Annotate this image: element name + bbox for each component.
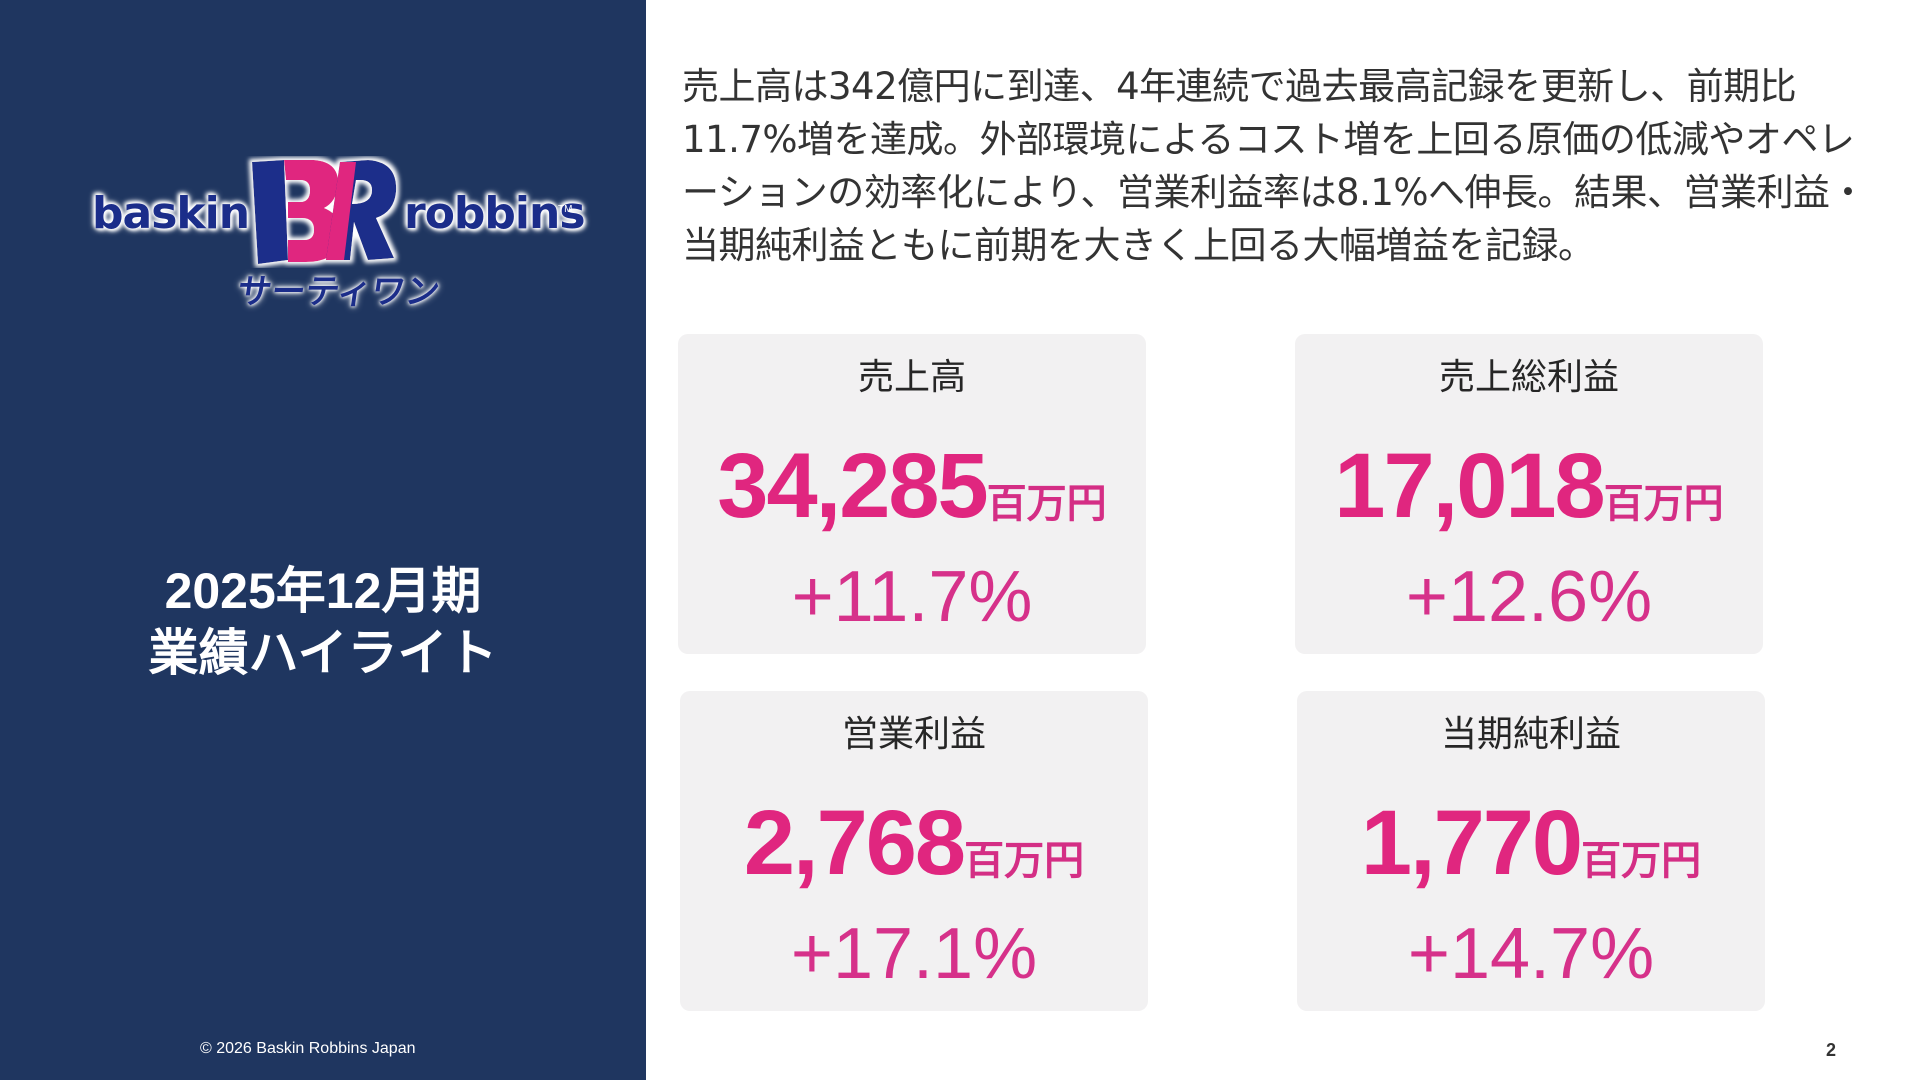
- trademark-symbol: TM: [558, 204, 573, 215]
- kpi-value: 1,770百万円: [1297, 791, 1765, 896]
- br-monogram-icon: [252, 160, 397, 264]
- logo-word-robbins: robbins: [404, 188, 586, 239]
- kpi-value: 34,285百万円: [678, 434, 1146, 539]
- left-panel: baskin robbin: [0, 0, 646, 1080]
- summary-paragraph: 売上高は342億円に到達、4年連続で過去最高記録を更新し、前期比11.7%増を達…: [682, 65, 1867, 267]
- kpi-unit: 百万円: [1581, 838, 1702, 884]
- kpi-number: 1,770: [1360, 792, 1583, 894]
- title-highlights: 業績ハイライト: [148, 625, 498, 681]
- kpi-unit: 百万円: [986, 481, 1107, 527]
- kpi-change: +12.6%: [1405, 557, 1653, 637]
- title-period: 2025年12月期: [164, 563, 482, 619]
- kpi-value: 17,018百万円: [1295, 434, 1763, 539]
- kpi-change: +14.7%: [1407, 914, 1655, 994]
- kpi-card-net-sales: 売上高 34,285百万円 +11.7%: [678, 334, 1146, 654]
- kpi-unit: 百万円: [1603, 481, 1724, 527]
- kpi-label: 営業利益: [841, 714, 986, 755]
- logo-kana-thirtyone: サーティワン: [234, 272, 443, 312]
- page-number: 2: [1826, 1040, 1837, 1060]
- logo-word-baskin: baskin: [92, 188, 250, 239]
- kpi-card-operating-profit: 営業利益 2,768百万円 +17.1%: [680, 691, 1148, 1011]
- kpi-change: +11.7%: [791, 557, 1033, 637]
- kpi-label: 売上高: [857, 357, 966, 398]
- baskin-robbins-logo: baskin robbin: [88, 152, 586, 318]
- page-title: 2025年12月期 業績ハイライト: [0, 560, 646, 684]
- kpi-number: 17,018: [1334, 435, 1605, 537]
- kpi-label: 当期純利益: [1440, 714, 1621, 755]
- kpi-value: 2,768百万円: [680, 791, 1148, 896]
- kpi-unit: 百万円: [964, 838, 1085, 884]
- kpi-card-gross-profit: 売上総利益 17,018百万円 +12.6%: [1295, 334, 1763, 654]
- kpi-number: 2,768: [743, 792, 966, 894]
- kpi-change: +17.1%: [790, 914, 1038, 994]
- kpi-card-net-income: 当期純利益 1,770百万円 +14.7%: [1297, 691, 1765, 1011]
- kpi-number: 34,285: [717, 435, 988, 537]
- copyright-notice: © 2026 Baskin Robbins Japan: [200, 1040, 416, 1057]
- kpi-label: 売上総利益: [1438, 357, 1619, 398]
